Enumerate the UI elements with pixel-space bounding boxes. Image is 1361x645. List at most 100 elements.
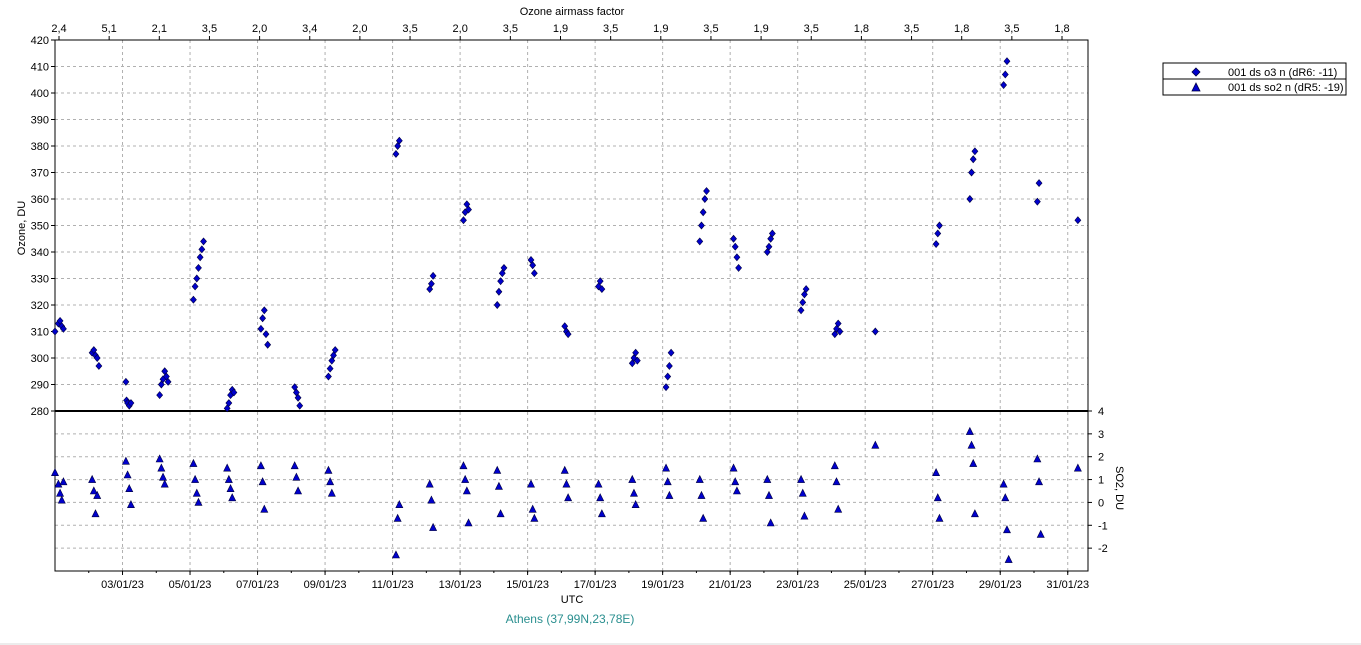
ozone-point (497, 277, 505, 286)
so2-point (970, 509, 979, 518)
so2-point (324, 465, 333, 474)
so2-point (57, 495, 66, 504)
so2-point (732, 486, 741, 495)
ozone-point (493, 301, 501, 309)
ozone-point (294, 393, 302, 402)
ozone-point (733, 253, 741, 262)
ozone-point (191, 282, 199, 291)
so2-point (56, 488, 65, 497)
ozone-point (969, 155, 977, 164)
so2-point (564, 493, 573, 502)
so2-point (871, 440, 880, 449)
ozone-y-tick-label: 300 (31, 353, 49, 365)
x-tick-label: 07/01/23 (236, 579, 279, 591)
ozone-point (426, 285, 434, 294)
x-tick-label: 29/01/23 (979, 579, 1022, 591)
legend-marker-so2 (1191, 82, 1201, 92)
top-axis-tick-label: 2,0 (352, 23, 367, 35)
ozone-point (936, 221, 943, 230)
so2-point (663, 477, 672, 486)
ozone-point (495, 287, 503, 296)
ozone-point (1003, 57, 1011, 66)
ozone-y-tick-label: 410 (31, 62, 49, 74)
so2-point (764, 490, 773, 499)
x-axis-label: UTC (561, 594, 584, 606)
so2-point (628, 474, 637, 483)
so2-point (932, 468, 941, 477)
so2-point (494, 481, 503, 490)
so2-point (155, 454, 164, 463)
x-tick-label: 11/01/23 (372, 579, 414, 591)
ozone-point (196, 253, 204, 262)
ozone-point (564, 330, 572, 339)
so2-point (121, 456, 130, 465)
ozone-point (934, 229, 942, 238)
ozone-point (1074, 216, 1082, 225)
ozone-point (127, 399, 135, 408)
so2-point (1073, 463, 1082, 472)
ozone-point (500, 263, 508, 272)
so2-point (729, 463, 738, 472)
x-tick-label: 17/01/23 (574, 579, 617, 591)
so2-point (125, 484, 134, 493)
ozone-y-tick-label: 380 (31, 141, 49, 153)
ozone-point (664, 372, 672, 381)
ozone-y-tick-label: 370 (31, 168, 49, 180)
ozone-point (699, 208, 707, 217)
ozone-point (331, 346, 339, 355)
ozone-point (395, 136, 403, 145)
so2-point (256, 461, 265, 470)
so2-y-tick-label: 2 (1098, 452, 1104, 464)
so2-point (832, 477, 841, 486)
ozone-point (460, 216, 467, 225)
ozone-point (122, 377, 130, 386)
ozone-point (632, 348, 640, 357)
so2-point (596, 493, 605, 502)
so2-point (123, 470, 132, 479)
so2-point (695, 474, 704, 483)
so2-point (597, 509, 606, 518)
top-axis-tick-label: 3,5 (804, 23, 819, 35)
so2-point (1036, 529, 1045, 538)
so2-point (763, 474, 772, 483)
so2-point (157, 463, 166, 472)
ozone-point (633, 356, 641, 365)
so2-point (766, 518, 775, 527)
x-tick-label: 03/01/23 (101, 579, 144, 591)
ozone-point (1001, 70, 1009, 79)
so2-point (562, 479, 571, 488)
ozone-point (156, 391, 164, 400)
ozone-point (831, 330, 839, 339)
so2-point (797, 474, 806, 483)
ozone-point (662, 383, 670, 392)
ozone-point (696, 237, 704, 246)
so2-y-tick-label: 4 (1098, 406, 1104, 418)
x-tick-label: 31/01/23 (1046, 579, 1089, 591)
so2-point (427, 495, 436, 504)
so2-point (594, 479, 603, 488)
ozone-y-tick-label: 330 (31, 274, 49, 286)
ozone-y-tick-label: 340 (31, 247, 49, 259)
so2-point (1004, 554, 1013, 563)
ozone-axis-label: Ozone, DU (16, 201, 28, 255)
so2-point (935, 513, 944, 522)
ozone-point (51, 327, 59, 336)
so2-point (429, 522, 438, 531)
ozone-y-tick-label: 390 (31, 115, 49, 127)
x-tick-label: 15/01/23 (506, 579, 549, 591)
top-axis-tick-label: 3,5 (1004, 23, 1019, 35)
data-points (51, 57, 1082, 563)
ozone-point (164, 377, 172, 386)
so2-point (697, 490, 706, 499)
so2-point (189, 458, 198, 467)
ozone-y-tick-label: 290 (31, 380, 49, 392)
top-axis-tick-label: 2,0 (453, 23, 468, 35)
grid (55, 40, 1088, 571)
so2-point (699, 513, 708, 522)
station-label: Athens (37,99N,23,78E) (506, 612, 635, 626)
ozone-point (666, 361, 673, 370)
so2-point (194, 497, 203, 506)
so2-point (88, 474, 97, 483)
x-tick-label: 25/01/23 (844, 579, 887, 591)
so2-point (967, 440, 976, 449)
